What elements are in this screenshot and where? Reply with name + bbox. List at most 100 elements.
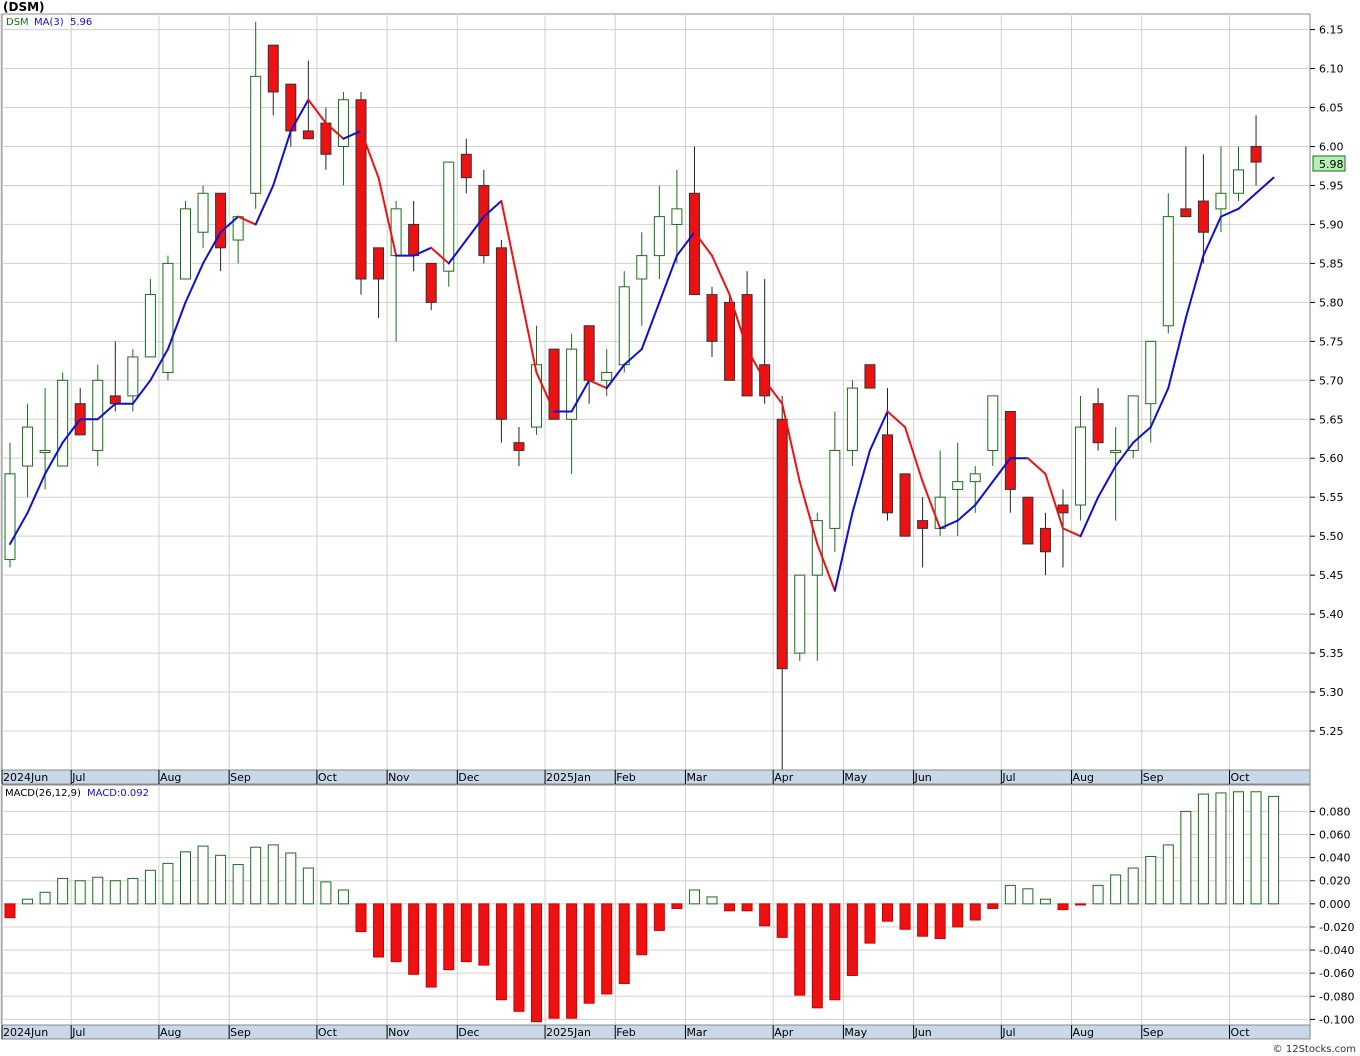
candle-body xyxy=(688,192,700,296)
macd-bar xyxy=(215,854,227,905)
x-tick-label: Jul xyxy=(1001,771,1015,784)
x-tick-label: Jul xyxy=(71,1026,85,1039)
macd-bar xyxy=(285,852,297,905)
candle-body xyxy=(1092,403,1104,444)
candle-body xyxy=(1127,395,1139,451)
candle-body xyxy=(320,122,332,155)
macd-bar xyxy=(548,903,560,1019)
macd-bar xyxy=(1145,855,1157,905)
x-tick-label: 2024Jun xyxy=(3,771,48,784)
x-tick-label: Feb xyxy=(616,1026,635,1039)
legend-ma-value: 5.96 xyxy=(70,17,92,28)
macd-tick-label: -0.060 xyxy=(1319,967,1354,980)
candle-body xyxy=(1075,426,1087,506)
candle-body xyxy=(250,75,262,194)
x-tick-label: Jul xyxy=(1001,1026,1015,1039)
x-tick-label: Nov xyxy=(388,1026,410,1039)
ma-segment xyxy=(447,239,468,265)
ma-segment xyxy=(570,379,591,413)
candle-body xyxy=(741,294,753,397)
price-tick-label: 5.45 xyxy=(1319,569,1344,582)
ma-segment xyxy=(763,379,784,405)
macd-bar xyxy=(811,903,823,1009)
macd-bar xyxy=(794,903,806,996)
macd-bar xyxy=(39,891,51,905)
ma-segment xyxy=(974,480,994,507)
x-tick-label: Mar xyxy=(686,771,707,784)
candle-body xyxy=(811,520,823,576)
candle-body xyxy=(373,247,385,280)
price-tick-label: 6.00 xyxy=(1319,140,1344,153)
macd-bar xyxy=(337,889,349,905)
ma-segment xyxy=(1255,176,1275,195)
x-tick-label: Aug xyxy=(1073,1026,1094,1039)
candle-body xyxy=(443,161,455,272)
macd-bar xyxy=(144,869,156,905)
macd-bar xyxy=(1197,793,1209,905)
ma-segment xyxy=(465,215,485,242)
x-tick-label: 2025Jan xyxy=(546,1026,591,1039)
ma-segment xyxy=(728,293,749,351)
macd-bar xyxy=(22,898,34,905)
price-tick-label: 5.40 xyxy=(1319,608,1344,621)
ma-segment xyxy=(324,122,345,140)
macd-bar xyxy=(653,903,665,931)
macd-bar xyxy=(1004,884,1016,905)
macd-bar xyxy=(776,903,788,938)
candle-body xyxy=(724,301,736,381)
ma-segment xyxy=(1237,192,1258,210)
macd-bar xyxy=(601,903,613,995)
x-tick-label: Mar xyxy=(686,1026,707,1039)
candle-body xyxy=(425,262,437,303)
ma-segment xyxy=(430,246,450,265)
ma-segment xyxy=(991,457,1012,483)
candle-body xyxy=(1233,169,1244,194)
price-tick-label: 5.55 xyxy=(1319,491,1344,504)
candle-body xyxy=(478,184,490,257)
macd-bar xyxy=(162,862,174,905)
ma-segment xyxy=(26,472,47,514)
macd-bar xyxy=(1162,844,1174,905)
candle-body xyxy=(952,481,964,490)
macd-bar xyxy=(232,864,244,905)
price-tick-label: 5.35 xyxy=(1319,647,1344,660)
macd-bar xyxy=(267,844,279,905)
x-tick-label: Aug xyxy=(160,1026,181,1039)
price-tick-label: 5.85 xyxy=(1319,257,1344,270)
ma-segment xyxy=(1079,496,1100,538)
price-tick-label: 6.10 xyxy=(1319,63,1344,76)
macd-x-axis: 2024Jun Jul Aug Sep Oct Nov Dec 2025Jan Feb Mar Ap… xyxy=(1,1025,1250,1039)
macd-bar xyxy=(636,903,648,956)
x-tick-label: Nov xyxy=(388,771,410,784)
macd-bar xyxy=(302,867,314,905)
price-x-axis: 2024Jun Jul Aug Sep Oct Nov Dec 2025Jan Feb Mar Ap… xyxy=(1,770,1251,784)
candle-body xyxy=(934,496,946,529)
candle-body xyxy=(776,418,788,670)
macd-bar xyxy=(57,877,69,905)
ma-segment xyxy=(623,348,643,366)
macd-bar xyxy=(724,903,736,912)
macd-bar xyxy=(4,903,16,919)
candle-body xyxy=(1162,216,1174,327)
ma-segment xyxy=(640,301,661,351)
macd-bar xyxy=(917,903,929,937)
ma-segment xyxy=(96,402,117,421)
price-ma-line xyxy=(9,98,1275,592)
macd-bar xyxy=(355,903,367,933)
macd-bar xyxy=(531,903,542,1023)
ma-segment xyxy=(61,418,82,444)
candle-body xyxy=(846,387,858,451)
candle-body xyxy=(337,99,349,147)
macd-bar xyxy=(741,903,753,912)
candle-body xyxy=(355,99,367,280)
x-tick-label: Apr xyxy=(774,1026,794,1039)
macd-date-band xyxy=(1,1024,1311,1040)
ma-segment xyxy=(851,449,871,514)
macd-bar xyxy=(478,903,490,966)
macd-tick-label: -0.040 xyxy=(1319,944,1354,957)
macd-bar xyxy=(829,903,841,1001)
x-tick-label: Oct xyxy=(1231,771,1251,784)
ma-segment xyxy=(921,480,942,530)
ma-segment xyxy=(1202,215,1222,257)
